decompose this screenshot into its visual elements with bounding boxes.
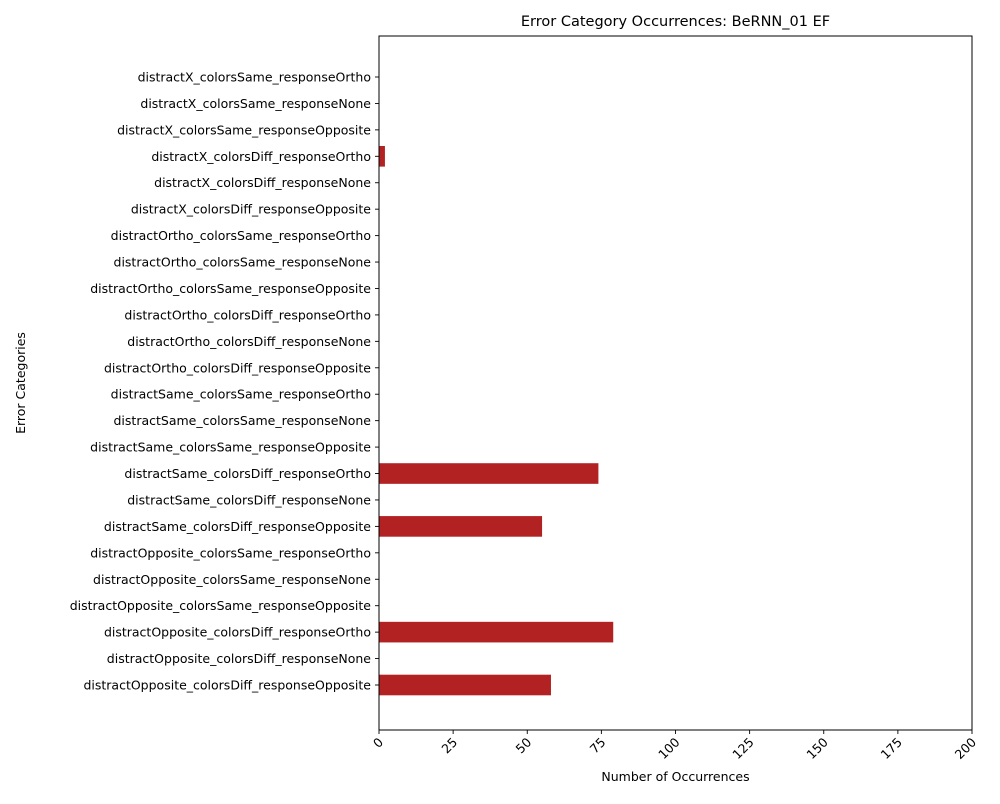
y-tick-label: distractOrtho_colorsDiff_responseNone	[127, 334, 371, 349]
y-tick-label: distractSame_colorsSame_responseNone	[114, 413, 372, 428]
plot-area-frame	[378, 35, 973, 731]
y-tick-label: distractOrtho_colorsDiff_responseOpposit…	[104, 360, 371, 375]
y-tick-label: distractX_colorsSame_responseOrtho	[138, 70, 371, 85]
x-tick-label: 125	[729, 735, 756, 762]
x-tick-label: 200	[952, 734, 980, 762]
y-tick-label: distractSame_colorsDiff_responseOpposite	[104, 519, 371, 534]
x-axis-label: Number of Occurrences	[601, 769, 749, 784]
y-tick-label: distractOpposite_colorsSame_responseOrth…	[90, 545, 371, 560]
x-tick-label: 50	[513, 734, 535, 756]
bar	[379, 145, 385, 167]
y-tick-label: distractOpposite_colorsDiff_responseNone	[107, 651, 372, 666]
bar	[379, 621, 614, 643]
y-tick-labels: distractX_colorsSame_responseOrthodistra…	[70, 70, 379, 693]
y-tick-label: distractX_colorsDiff_responseNone	[154, 175, 371, 190]
x-tick-labels: 0 25 50 75 100 125 150 175 200	[370, 730, 979, 762]
y-tick-label: distractSame_colorsDiff_responseOrtho	[124, 466, 371, 481]
x-tick-label: 25	[438, 735, 460, 757]
y-tick-label: distractOpposite_colorsDiff_responseOppo…	[83, 678, 371, 693]
x-tick-label: 0	[370, 734, 386, 750]
y-tick-label: distractX_colorsSame_responseNone	[140, 96, 371, 111]
x-tick-label: 150	[803, 734, 831, 762]
bar	[379, 674, 551, 696]
y-tick-label: distractOpposite_colorsSame_responseOppo…	[70, 598, 372, 613]
y-axis-label: Error Categories	[13, 332, 28, 434]
chart-title: Error Category Occurrences: BeRNN_01 EF	[521, 14, 830, 30]
y-tick-label: distractX_colorsDiff_responseOrtho	[151, 149, 371, 164]
x-tick-label: 75	[587, 735, 609, 757]
y-tick-label: distractOpposite_colorsDiff_responseOrth…	[104, 625, 371, 640]
x-tick-label: 175	[878, 735, 905, 762]
y-tick-label: distractX_colorsDiff_responseOpposite	[131, 202, 371, 217]
y-tick-label: distractOrtho_colorsSame_responseOpposit…	[90, 281, 371, 296]
y-tick-label: distractOrtho_colorsSame_responseNone	[114, 255, 372, 270]
x-tick-label: 100	[655, 734, 683, 762]
bar	[379, 516, 543, 537]
y-tick-label: distractOpposite_colorsSame_responseNone	[93, 572, 371, 587]
y-tick-label: distractSame_colorsSame_responseOrtho	[111, 387, 371, 402]
bars-layer	[379, 145, 614, 696]
y-tick-label: distractSame_colorsDiff_responseNone	[127, 492, 371, 507]
y-tick-label: distractSame_colorsSame_responseOpposite	[90, 440, 371, 455]
bar	[379, 463, 599, 484]
y-tick-label: distractOrtho_colorsDiff_responseOrtho	[124, 307, 371, 322]
y-tick-label: distractX_colorsSame_responseOpposite	[117, 122, 371, 137]
y-tick-label: distractOrtho_colorsSame_responseOrtho	[111, 228, 371, 243]
